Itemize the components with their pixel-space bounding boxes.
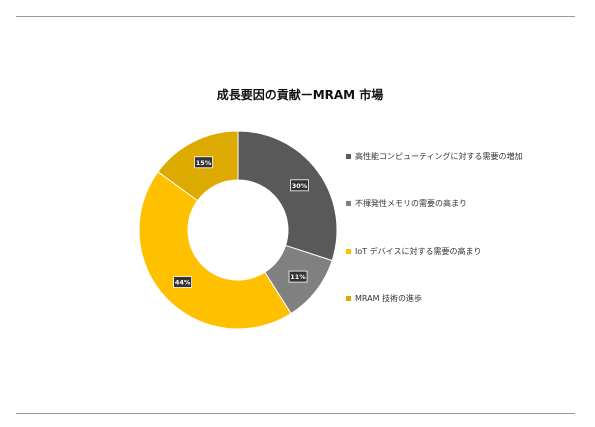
legend-item-hpc: 高性能コンピューティングに対する需要の増加 bbox=[346, 151, 523, 162]
legend-label-hpc: 高性能コンピューティングに対する需要の増加 bbox=[355, 152, 523, 161]
legend-swatch-hpc bbox=[346, 154, 351, 159]
legend-item-tech: MRAM 技術の進歩 bbox=[346, 293, 422, 304]
legend-item-nvm: 不揮発性メモリの需要の高まり bbox=[346, 198, 467, 209]
legend-swatch-tech bbox=[346, 296, 351, 301]
data-label-tech: 15% bbox=[194, 156, 213, 169]
data-label-nvm: 11% bbox=[288, 270, 308, 283]
bottom-divider bbox=[16, 413, 575, 414]
legend-item-iot: IoT デバイスに対する需要の高まり bbox=[346, 246, 481, 257]
legend-label-tech: MRAM 技術の進歩 bbox=[355, 294, 423, 303]
legend-swatch-nvm bbox=[346, 201, 351, 206]
legend-swatch-iot bbox=[346, 249, 351, 254]
svg-text:15%: 15% bbox=[196, 159, 212, 167]
slice-iot bbox=[138, 171, 292, 330]
svg-text:30%: 30% bbox=[292, 182, 308, 190]
data-label-hpc: 30% bbox=[290, 179, 309, 192]
svg-text:44%: 44% bbox=[175, 279, 191, 287]
data-label-iot: 44% bbox=[173, 276, 192, 288]
svg-text:11%: 11% bbox=[290, 273, 306, 281]
slice-hpc bbox=[237, 130, 338, 262]
legend-label-iot: IoT デバイスに対する需要の高まり bbox=[355, 247, 482, 256]
legend-label-nvm: 不揮発性メモリの需要の高まり bbox=[355, 199, 467, 208]
top-divider bbox=[16, 16, 575, 17]
chart-title: 成長要因の貢献ーMRAM 市場 bbox=[216, 88, 384, 102]
